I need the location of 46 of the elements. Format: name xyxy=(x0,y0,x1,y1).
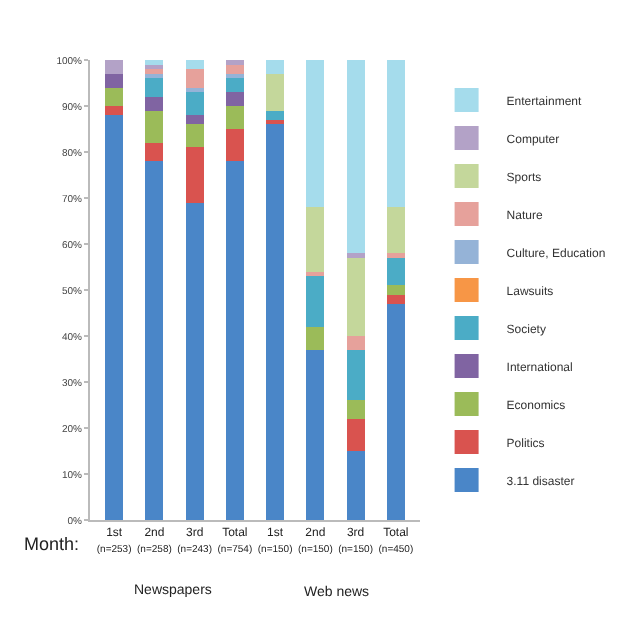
bar xyxy=(145,110,164,143)
bar xyxy=(386,60,405,208)
bar xyxy=(306,60,325,208)
bar xyxy=(185,147,204,203)
bar xyxy=(225,106,244,129)
bar xyxy=(185,60,204,70)
bar xyxy=(145,161,164,520)
bar xyxy=(266,60,285,74)
bar xyxy=(225,92,244,106)
bar xyxy=(266,124,285,520)
bar xyxy=(145,96,164,111)
text: Month: xyxy=(24,534,80,554)
bar xyxy=(306,326,325,350)
bar xyxy=(386,285,405,295)
bar xyxy=(266,73,285,111)
bar xyxy=(346,349,365,401)
bar xyxy=(346,418,365,451)
bar xyxy=(386,257,405,286)
bar xyxy=(225,78,244,93)
bar xyxy=(225,161,244,520)
bar xyxy=(346,336,365,350)
bar xyxy=(185,115,204,125)
bar xyxy=(145,142,164,162)
bar xyxy=(306,207,325,272)
bar xyxy=(105,60,124,74)
bar xyxy=(225,64,244,74)
bar xyxy=(185,69,204,88)
bar xyxy=(105,73,124,88)
bar xyxy=(105,115,124,520)
bar xyxy=(185,202,204,520)
bar xyxy=(346,451,365,520)
bar xyxy=(346,60,365,254)
bar xyxy=(266,110,285,120)
bar xyxy=(225,129,244,162)
bar xyxy=(386,303,405,520)
bar xyxy=(306,276,325,327)
bar xyxy=(386,207,405,254)
bar xyxy=(185,92,204,116)
bar xyxy=(386,294,405,304)
bar xyxy=(346,400,365,419)
bar xyxy=(105,87,124,106)
bar xyxy=(105,106,124,116)
bar xyxy=(145,78,164,97)
bar xyxy=(306,349,325,520)
bar xyxy=(346,257,365,336)
bar xyxy=(185,124,204,148)
